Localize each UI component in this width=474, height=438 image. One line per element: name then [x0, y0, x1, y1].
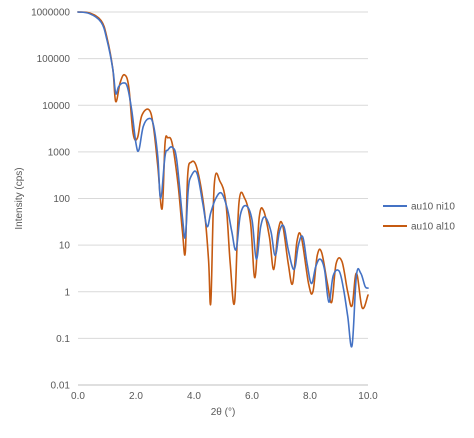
legend-label: au10 al10: [411, 222, 455, 233]
legend: au10 ni10 au10 al10: [383, 202, 455, 233]
series-line-0: [77, 11, 369, 348]
x-tick-label: 0.0: [71, 391, 85, 402]
y-tick-label: 10: [59, 241, 71, 252]
x-axis-ticks: 0.0 2.0 4.0 6.0 8.0 10.0: [71, 391, 378, 402]
y-tick-label: 1000000: [31, 8, 70, 19]
legend-label: au10 ni10: [411, 202, 455, 213]
x-tick-label: 6.0: [245, 391, 259, 402]
y-tick-label: 100: [53, 194, 70, 205]
x-tick-label: 4.0: [187, 391, 201, 402]
series-line-1: [77, 11, 369, 310]
y-tick-label: 10000: [42, 101, 70, 112]
gridlines: [78, 11, 368, 339]
y-axis-title: Intensity (cps): [14, 167, 25, 229]
y-tick-label: 1000: [48, 147, 71, 158]
x-axis-title: 2θ (°): [211, 407, 236, 418]
series-group: [77, 11, 369, 348]
x-tick-label: 8.0: [303, 391, 317, 402]
x-tick-label: 2.0: [129, 391, 143, 402]
y-axis-ticks: 0.01 0.1 1 10 100 1000 10000 100000 1000000: [31, 8, 70, 392]
y-tick-label: 100000: [37, 54, 71, 65]
x-tick-label: 10.0: [358, 391, 378, 402]
y-tick-label: 0.1: [56, 334, 70, 345]
y-tick-label: 1: [64, 287, 70, 298]
y-tick-label: 0.01: [51, 381, 71, 392]
